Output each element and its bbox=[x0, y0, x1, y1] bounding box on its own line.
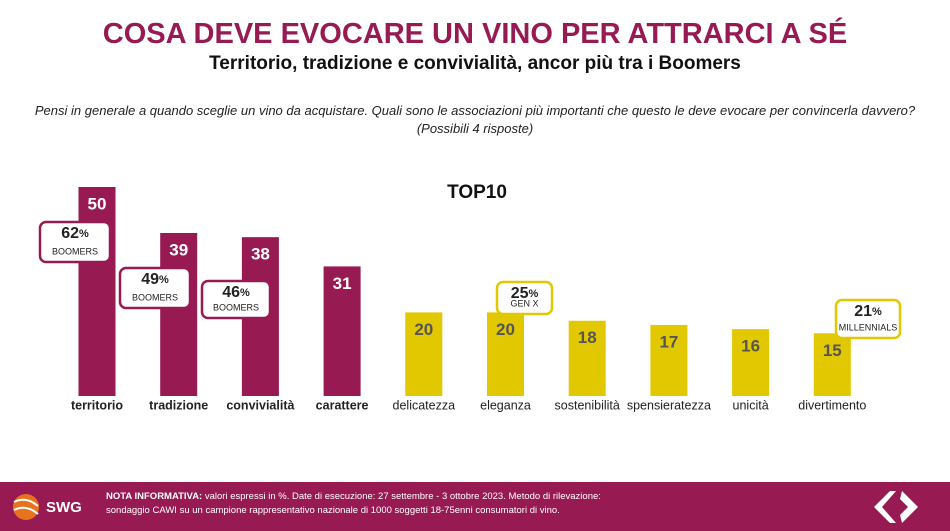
callout-number: 49 bbox=[141, 271, 159, 288]
x-tick-label: eleganza bbox=[480, 398, 531, 412]
callout-group: MILLENNIALS bbox=[839, 322, 898, 332]
brand-logo bbox=[874, 491, 918, 523]
chart: TOP10 50 territorio 39 tradizione 38 convivia… bbox=[38, 182, 902, 412]
note-label: NOTA INFORMATIVA: bbox=[106, 491, 203, 502]
bar bbox=[813, 333, 851, 396]
question: Pensi in generale a quando sceglie un vi… bbox=[34, 103, 916, 136]
callout-group: BOOMERS bbox=[132, 292, 178, 302]
x-tick-label: territorio bbox=[71, 398, 123, 412]
callout-box bbox=[38, 220, 112, 264]
brand-icon bbox=[874, 491, 896, 523]
chart-title: TOP10 bbox=[447, 182, 507, 203]
callout-unit: % bbox=[79, 228, 89, 240]
callout-unit: % bbox=[240, 287, 250, 299]
callout-number: 25 bbox=[511, 285, 529, 302]
logo-icon bbox=[13, 498, 39, 515]
callout-value: 25% bbox=[511, 285, 539, 302]
x-tick-label: convivialità bbox=[226, 398, 294, 412]
x-tick-label: spensieratezza bbox=[627, 398, 711, 412]
callout-box bbox=[118, 266, 192, 310]
footer bbox=[0, 482, 950, 531]
bar bbox=[160, 232, 198, 396]
callout-box bbox=[200, 279, 272, 320]
callout-value: 49% bbox=[141, 271, 169, 288]
callout-number: 46 bbox=[222, 284, 240, 301]
bar bbox=[568, 320, 606, 396]
callout-value: 21% bbox=[854, 303, 882, 320]
value-label: 38 bbox=[251, 245, 270, 264]
bar bbox=[405, 312, 443, 396]
callout-group: GEN X bbox=[510, 298, 538, 308]
value-label: 20 bbox=[414, 320, 433, 339]
callout-value: 46% bbox=[222, 284, 250, 301]
note-line: sondaggio CAWI su un campione rappresent… bbox=[106, 505, 560, 516]
x-tick-label: carattere bbox=[316, 398, 369, 412]
x-tick-label: delicatezza bbox=[393, 398, 456, 412]
callout-unit: % bbox=[529, 288, 539, 300]
note-line: valori espressi in %. Date di esecuzione… bbox=[204, 491, 601, 502]
brand-icon bbox=[900, 491, 918, 523]
callout-unit: % bbox=[159, 274, 169, 286]
x-tick-label: tradizione bbox=[149, 398, 208, 412]
bar bbox=[732, 329, 770, 396]
value-label: 31 bbox=[333, 274, 352, 293]
title: COSA DEVE EVOCARE UN VINO PER ATTRARCI A… bbox=[102, 18, 848, 50]
value-label: 18 bbox=[578, 328, 597, 347]
x-tick-label: divertimento bbox=[798, 398, 866, 412]
logo-text: SWG bbox=[46, 499, 82, 516]
bar bbox=[650, 324, 688, 396]
x-tick-label: unicità bbox=[733, 398, 769, 412]
value-label: 50 bbox=[88, 194, 107, 213]
callout-group: BOOMERS bbox=[213, 302, 259, 312]
callout-value: 62% bbox=[61, 225, 89, 242]
callout-number: 62 bbox=[61, 225, 79, 242]
value-label: 16 bbox=[741, 337, 760, 356]
callout-group: BOOMERS bbox=[52, 246, 98, 256]
note: NOTA INFORMATIVA: valori espressi in %. … bbox=[106, 490, 601, 518]
bar bbox=[323, 266, 361, 396]
bar bbox=[78, 187, 116, 396]
callout-unit: % bbox=[872, 306, 882, 318]
callout-box bbox=[834, 298, 902, 340]
x-tick-label: sostenibilità bbox=[555, 398, 620, 412]
bar bbox=[487, 312, 524, 396]
callout-number: 21 bbox=[854, 303, 872, 320]
swg-logo: SWG bbox=[13, 494, 82, 520]
callout-box bbox=[495, 280, 554, 316]
value-label: 15 bbox=[823, 341, 842, 360]
value-label: 17 bbox=[659, 332, 678, 351]
subtitle: Territorio, tradizione e convivialità, a… bbox=[209, 53, 741, 74]
value-label: 39 bbox=[169, 240, 188, 259]
value-label: 20 bbox=[496, 320, 515, 339]
